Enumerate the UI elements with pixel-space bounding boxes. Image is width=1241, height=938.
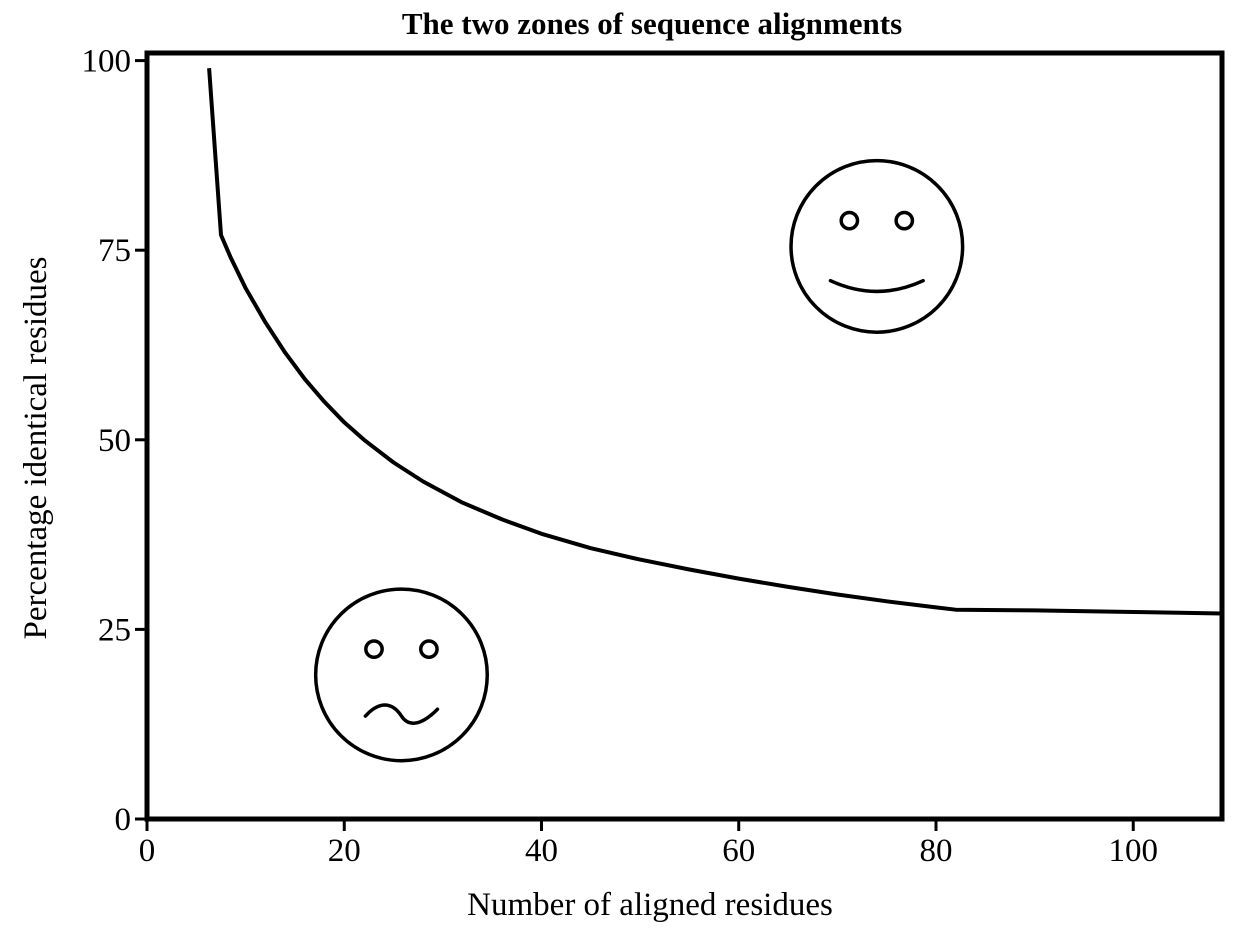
happy-face-icon-mouth <box>828 278 925 294</box>
y-tick-label-4: 100 <box>82 44 132 80</box>
x-tick-label-0: 0 <box>139 833 156 869</box>
plot-frame <box>144 50 1225 822</box>
y-tick-label-3: 75 <box>98 233 131 269</box>
y-axis-label: Percentage identical residues <box>18 257 54 640</box>
happy-face-icon-left-eye <box>839 210 860 231</box>
x-tick-label-4: 80 <box>919 833 952 869</box>
y-tick-label-0: 0 <box>115 802 132 838</box>
y-tick-label-1: 25 <box>98 612 131 648</box>
plot-area: 0 20 40 60 80 100 0 25 50 75 100 <box>82 44 1225 869</box>
x-tick-label-2: 40 <box>525 833 558 869</box>
x-axis-label: Number of aligned residues <box>467 887 833 923</box>
sad-face-icon <box>313 587 490 763</box>
sad-face-icon-mouth <box>363 703 440 725</box>
x-tick-label-3: 60 <box>722 833 755 869</box>
x-tick-label-1: 20 <box>328 833 361 869</box>
y-tick-label-2: 50 <box>98 423 131 459</box>
happy-face-icon-right-eye <box>894 210 915 231</box>
x-tick-label-5: 100 <box>1108 833 1158 869</box>
series-line-0 <box>207 68 1223 616</box>
sad-face-icon-left-eye <box>364 639 384 660</box>
sad-face-icon-right-eye <box>419 639 439 660</box>
chart-title: The two zones of sequence alignments <box>402 6 902 41</box>
happy-face-icon <box>789 158 965 334</box>
